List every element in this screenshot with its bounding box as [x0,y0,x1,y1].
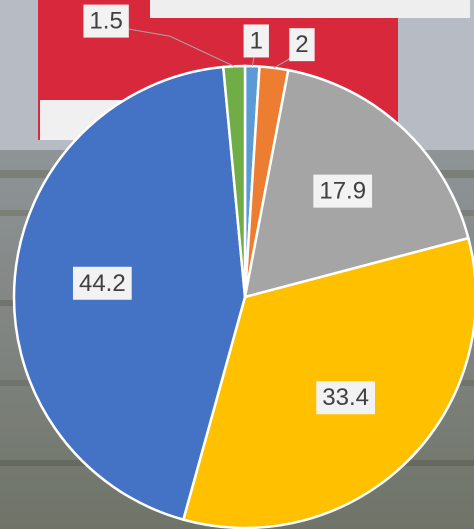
data-label: 33.4 [322,384,369,411]
data-label: 44.2 [79,270,126,297]
data-label: 1.5 [89,8,122,35]
chart: 1 2 17.9 33.4 44.2 1.5 [0,0,474,529]
data-label: 1 [250,27,263,54]
data-label: 17.9 [319,178,366,205]
data-label: 2 [295,31,308,58]
